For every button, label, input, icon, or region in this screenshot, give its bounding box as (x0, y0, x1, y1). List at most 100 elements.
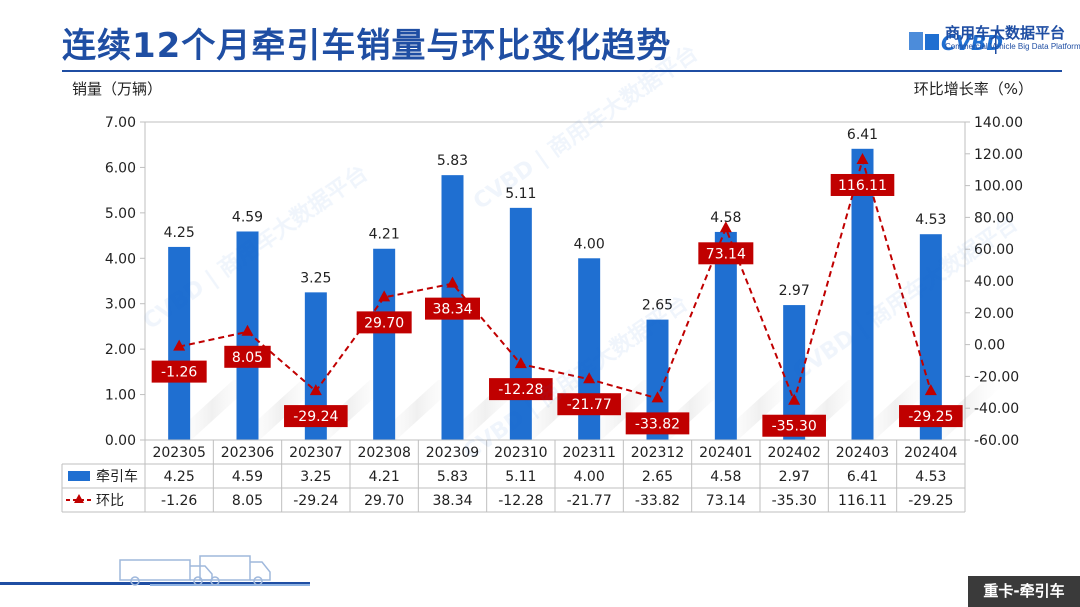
category-tag: 重卡-牵引车 (968, 576, 1080, 607)
x-tick-label: 202310 (494, 445, 547, 461)
line-value-label: 38.34 (432, 302, 472, 318)
bar-value-label: 2.65 (642, 298, 673, 314)
line-label-box (830, 173, 895, 196)
x-tick-label: 202309 (426, 445, 479, 461)
bar (783, 305, 806, 440)
table-cell-bar: 3.25 (300, 469, 331, 485)
bar-value-label: 4.58 (710, 210, 741, 226)
x-tick-label: 202308 (357, 445, 410, 461)
y2-tick-label: 100.00 (974, 179, 1023, 195)
y2-tick-label: -60.00 (974, 433, 1019, 449)
line-marker (924, 384, 937, 396)
x-tick-label: 202404 (904, 445, 958, 461)
line-series-path (178, 156, 932, 404)
x-tick-label: 202403 (836, 445, 889, 461)
bar (509, 207, 532, 440)
bar-value-label: 4.53 (915, 212, 946, 228)
line-marker (583, 372, 596, 384)
y2-tick-label: 0.00 (974, 338, 1005, 354)
bar-value-label: 4.59 (232, 209, 263, 225)
legend-line-marker (74, 494, 84, 503)
y-tick-label: 7.00 (105, 115, 136, 131)
line-label-box (356, 311, 412, 334)
y2-tick-label: 60.00 (974, 242, 1014, 258)
logo-subtitle: Commercial Vehicle Big Data Platform (945, 42, 1080, 51)
table-cell-line: 73.14 (706, 493, 746, 509)
table-cell-bar: 6.41 (847, 469, 878, 485)
line-value-label: -1.26 (161, 365, 197, 381)
logo-mark-text: CVBD (941, 31, 1003, 55)
y2-axis-title: 环比增长率（%） (914, 80, 1033, 98)
bar-value-label: 3.25 (300, 270, 331, 286)
line-value-label: -33.82 (635, 416, 680, 432)
table-cell-line: -29.24 (293, 493, 338, 509)
y2-tick-label: 120.00 (974, 147, 1023, 163)
y-tick-label: 5.00 (105, 206, 136, 222)
table-cell-bar: 4.21 (369, 469, 400, 485)
table-cell-line: 116.11 (838, 493, 887, 509)
table-cell-bar: 4.58 (710, 469, 741, 485)
table-cell-line: -29.25 (908, 493, 953, 509)
bar (646, 319, 669, 440)
y-axis-title: 销量（万辆） (72, 80, 162, 98)
table-cell-bar: 2.65 (642, 469, 673, 485)
legend-line-label: 环比 (96, 493, 124, 509)
legend-bar-swatch (68, 471, 90, 481)
table-cell-bar: 4.59 (232, 469, 263, 485)
x-tick-label: 202306 (221, 445, 275, 461)
line-value-label: -29.24 (293, 409, 338, 425)
x-tick-label: 202311 (562, 445, 615, 461)
line-value-label: 29.70 (364, 315, 404, 331)
table-cell-bar: 4.25 (164, 469, 195, 485)
line-value-label: 116.11 (838, 178, 887, 194)
bar (373, 248, 396, 440)
truck-decoration-icon (0, 555, 310, 586)
logo-name: 商用车大数据平台 (945, 24, 1066, 42)
bar-value-label: 4.00 (574, 236, 605, 252)
line-value-label: -21.77 (567, 397, 612, 413)
page-title: 连续12个月牵引车销量与环比变化趋势 (62, 26, 672, 66)
line-value-label: -12.28 (498, 382, 543, 398)
table-cell-line: 29.70 (364, 493, 404, 509)
line-label-box (284, 405, 348, 428)
y2-tick-label: -40.00 (974, 401, 1019, 417)
line-value-label: 73.14 (706, 246, 746, 262)
line-value-label: -29.25 (908, 409, 953, 425)
table-cell-bar: 4.53 (915, 469, 946, 485)
line-label-box (625, 412, 690, 435)
x-tick-label: 202402 (767, 445, 820, 461)
line-label-box (425, 297, 480, 320)
line-label-box (557, 393, 621, 416)
line-label-box (762, 414, 826, 437)
y-tick-label: 3.00 (105, 297, 136, 313)
bar-value-label: 5.11 (505, 186, 536, 202)
bar (851, 148, 874, 440)
y-tick-label: 0.00 (105, 433, 136, 449)
table-cell-bar: 2.97 (779, 469, 810, 485)
bar (919, 234, 942, 440)
table-cell-line: 38.34 (432, 493, 472, 509)
line-marker (514, 357, 527, 369)
x-tick-label: 202307 (289, 445, 342, 461)
line-marker (309, 384, 322, 396)
y2-tick-label: 40.00 (974, 274, 1014, 290)
table-cell-line: -33.82 (635, 493, 680, 509)
table-cell-bar: 4.00 (574, 469, 605, 485)
cvbd-logo-icon: CVBD (909, 30, 1003, 55)
line-label-box (224, 345, 271, 368)
table-cell-bar: 5.83 (437, 469, 468, 485)
y-tick-label: 4.00 (105, 251, 136, 267)
line-value-label: -35.30 (772, 419, 817, 435)
y-tick-label: 2.00 (105, 342, 136, 358)
line-label-box (489, 378, 553, 401)
y2-tick-label: 140.00 (974, 115, 1023, 131)
line-value-label: 8.05 (232, 350, 263, 366)
x-tick-label: 202401 (699, 445, 752, 461)
line-marker (173, 339, 186, 351)
line-marker (719, 221, 732, 233)
bar (714, 231, 737, 440)
line-marker (651, 391, 664, 403)
line-marker (788, 393, 801, 405)
line-marker (446, 276, 459, 288)
